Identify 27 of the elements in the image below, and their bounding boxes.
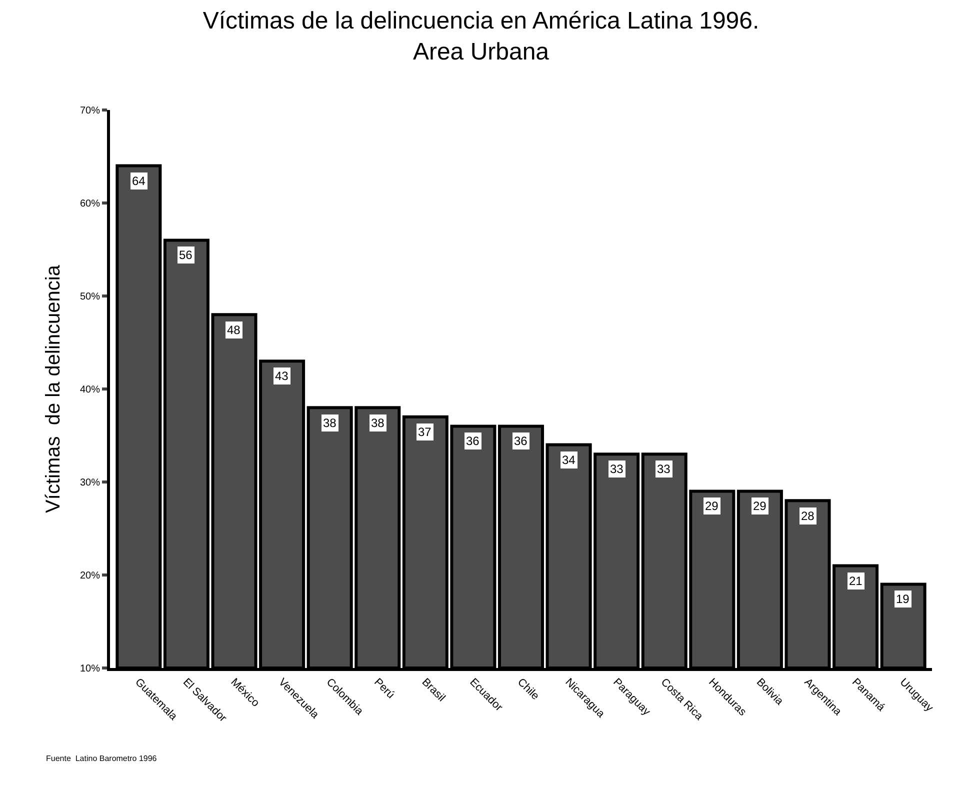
data-label: 29 — [705, 499, 719, 513]
y-tick-label: 30% — [80, 478, 100, 488]
data-label: 19 — [896, 592, 910, 606]
y-axis-title: Víctimas de la delincuencia — [42, 264, 64, 513]
y-tick-label: 70% — [80, 106, 100, 116]
y-tick-label: 50% — [80, 292, 100, 302]
data-label: 37 — [418, 425, 432, 439]
data-label: 21 — [849, 574, 863, 588]
data-label: 48 — [227, 323, 241, 337]
data-label: 33 — [610, 462, 624, 476]
data-label: 43 — [275, 369, 289, 383]
y-tick-label: 10% — [80, 664, 100, 674]
y-tick-label: 40% — [80, 384, 100, 396]
data-label: 28 — [801, 509, 815, 523]
y-tick-label: 60% — [80, 198, 100, 210]
data-label: 64 — [132, 174, 146, 188]
data-label: 29 — [753, 499, 767, 513]
data-label: 33 — [657, 462, 671, 476]
data-label: 34 — [562, 453, 576, 467]
data-label: 38 — [371, 416, 385, 430]
data-label: 36 — [514, 434, 528, 448]
y-tick-label: 20% — [80, 570, 100, 582]
data-label: 56 — [179, 248, 193, 262]
source-note: Fuente Latino Barometro 1996 — [46, 754, 158, 763]
data-label: 38 — [323, 416, 337, 430]
data-label: 36 — [466, 434, 480, 448]
chart-title: Víctimas de la delincuencia en América Latina 1996. Area Urbana — [202, 7, 760, 66]
